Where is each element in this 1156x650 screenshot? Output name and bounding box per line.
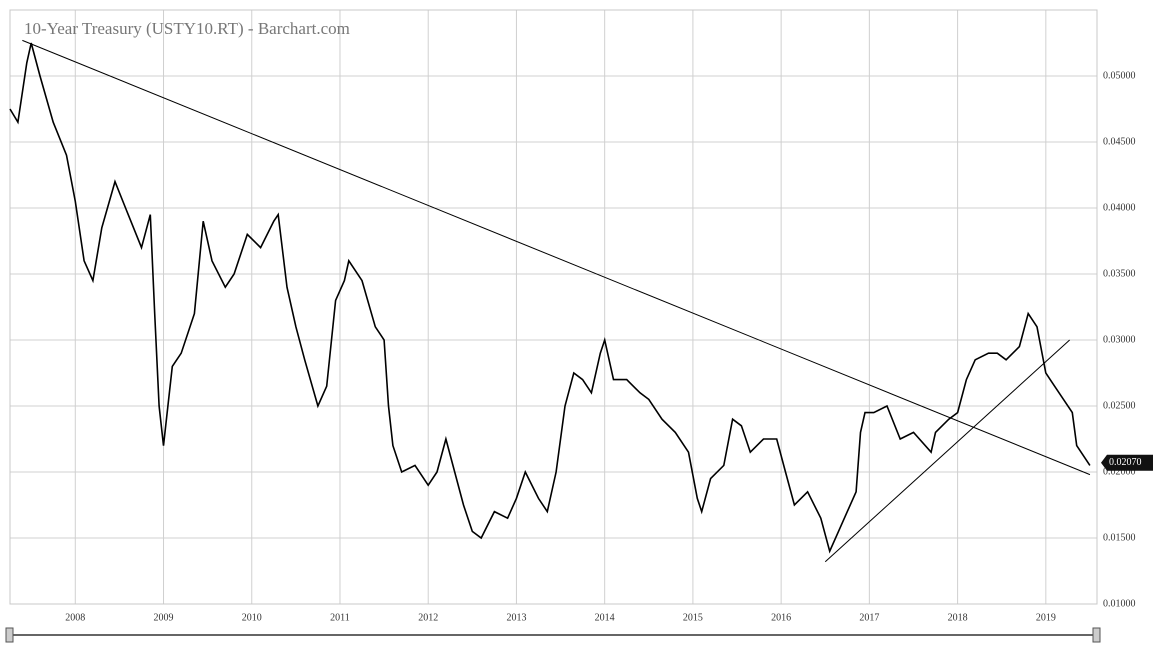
y-tick-label: 0.03500	[1103, 268, 1136, 279]
x-tick-label: 2017	[859, 612, 879, 623]
x-tick-label: 2013	[506, 612, 526, 623]
last-price-label: 0.02070	[1109, 457, 1142, 468]
last-price-box	[1101, 454, 1153, 471]
y-tick-label: 0.04500	[1103, 136, 1136, 147]
x-tick-label: 2008	[65, 612, 85, 623]
trendline	[22, 39, 1091, 476]
grid	[10, 10, 1097, 605]
x-tick-label: 2011	[330, 612, 350, 623]
chart-title: 10-Year Treasury (USTY10.RT) - Barchart.…	[24, 19, 350, 38]
plot-frame	[9, 9, 1098, 605]
y-tick-label: 0.02500	[1103, 400, 1136, 411]
price-line	[9, 42, 1091, 554]
x-tick-label: 2018	[948, 612, 968, 623]
x-tick-label: 2015	[683, 612, 703, 623]
y-tick-label: 0.04000	[1103, 202, 1136, 213]
y-tick-label: 0.05000	[1103, 70, 1136, 81]
scroll-handle-left[interactable]	[5, 627, 14, 643]
y-tick-label: 0.01500	[1103, 532, 1136, 543]
y-tick-label: 0.02000	[1103, 466, 1136, 477]
x-tick-label: 2016	[771, 612, 791, 623]
x-tick-label: 2014	[595, 612, 615, 623]
y-tick-label: 0.01000	[1103, 598, 1136, 609]
trendline	[824, 339, 1070, 563]
x-tick-label: 2019	[1036, 612, 1056, 623]
x-tick-label: 2009	[154, 612, 174, 623]
scroll-handle-right[interactable]	[1092, 627, 1101, 643]
y-tick-label: 0.03000	[1103, 334, 1136, 345]
x-tick-label: 2010	[242, 612, 262, 623]
x-tick-label: 2012	[418, 612, 438, 623]
